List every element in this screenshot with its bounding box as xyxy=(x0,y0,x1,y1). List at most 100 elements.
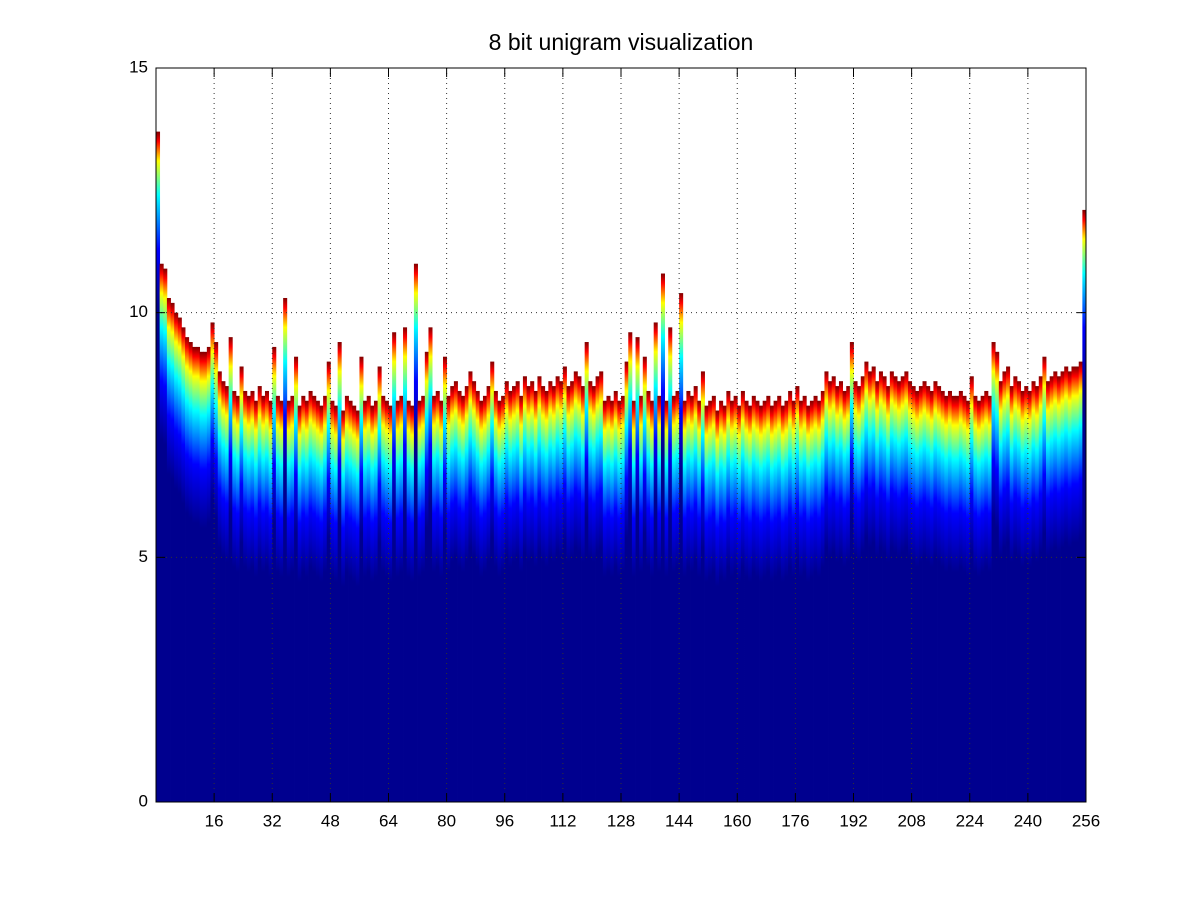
bar xyxy=(439,400,444,802)
bar xyxy=(868,371,873,802)
bar xyxy=(559,381,564,802)
bar xyxy=(704,405,709,802)
bar xyxy=(755,400,760,802)
bar xyxy=(352,405,357,802)
bar xyxy=(889,371,894,802)
bar xyxy=(512,386,517,802)
bar xyxy=(428,327,433,802)
bar xyxy=(163,268,168,802)
bar xyxy=(177,317,182,802)
bar xyxy=(392,332,397,802)
bar xyxy=(729,400,735,802)
x-tick-label: 208 xyxy=(897,811,925,830)
bar xyxy=(519,395,524,802)
bar xyxy=(918,386,923,802)
y-tick-label: 5 xyxy=(139,547,148,566)
bar xyxy=(214,342,219,802)
bar xyxy=(450,386,455,802)
bar xyxy=(838,381,844,802)
bar xyxy=(562,366,567,802)
bar xyxy=(737,405,742,802)
chart-title: 8 bit unigram visualization xyxy=(489,29,754,55)
bar xyxy=(526,386,531,802)
bar xyxy=(886,386,891,802)
bar xyxy=(653,322,658,802)
bar xyxy=(719,400,724,802)
y-tick-label: 0 xyxy=(139,791,148,810)
bar xyxy=(188,342,193,802)
bar xyxy=(337,342,342,802)
x-tick-label: 160 xyxy=(723,811,751,830)
bar xyxy=(170,302,175,802)
bar xyxy=(566,386,571,802)
bar xyxy=(472,381,477,802)
x-tick-label: 16 xyxy=(205,811,224,830)
bar xyxy=(399,395,404,802)
bar xyxy=(570,381,575,802)
bar xyxy=(613,390,618,802)
bar xyxy=(871,366,876,802)
bar xyxy=(631,400,636,802)
bar xyxy=(846,386,851,802)
bar xyxy=(1013,376,1018,802)
bar xyxy=(835,386,840,802)
bar xyxy=(969,376,974,802)
bar xyxy=(940,390,945,802)
bar xyxy=(929,390,934,802)
bar xyxy=(261,395,266,802)
bar xyxy=(599,371,604,802)
bar xyxy=(435,390,440,802)
bar xyxy=(166,297,171,802)
bar xyxy=(1071,366,1076,802)
bar xyxy=(791,400,796,802)
bar xyxy=(809,400,814,802)
bar xyxy=(217,371,222,802)
bar xyxy=(410,405,415,802)
bar xyxy=(639,395,644,802)
bar xyxy=(904,371,909,802)
bar xyxy=(715,410,720,802)
bar xyxy=(370,405,375,802)
bar xyxy=(933,381,938,802)
bar xyxy=(998,381,1003,802)
bar xyxy=(642,356,647,802)
bar xyxy=(1027,390,1032,802)
bar xyxy=(980,395,985,802)
bar xyxy=(602,400,607,802)
bar xyxy=(624,361,629,802)
bar xyxy=(700,371,705,802)
bar xyxy=(686,390,691,802)
bar xyxy=(468,371,473,802)
bar xyxy=(1009,386,1014,802)
bar xyxy=(635,337,640,802)
axes-box xyxy=(155,67,1087,803)
bar xyxy=(250,390,255,802)
bar xyxy=(780,405,785,802)
x-tick-label: 112 xyxy=(549,811,576,830)
y-tick-label: 15 xyxy=(129,57,148,76)
bar xyxy=(828,381,833,802)
bar xyxy=(726,390,731,802)
bar xyxy=(628,332,633,802)
bar xyxy=(900,376,905,802)
bar xyxy=(769,405,774,802)
bar xyxy=(573,371,578,802)
bar xyxy=(947,390,952,802)
bar xyxy=(853,381,858,802)
bar xyxy=(533,390,538,802)
x-tick-label: 64 xyxy=(379,811,398,830)
bar xyxy=(711,395,716,802)
bar xyxy=(344,395,349,802)
bar xyxy=(987,395,992,802)
bar xyxy=(330,400,335,802)
bar xyxy=(657,395,662,802)
bar xyxy=(268,400,273,802)
bar xyxy=(795,386,800,802)
bar xyxy=(951,395,956,802)
bar xyxy=(403,327,408,802)
bar xyxy=(788,390,793,802)
bar xyxy=(697,400,702,802)
bar xyxy=(246,395,251,802)
bar xyxy=(722,405,727,802)
